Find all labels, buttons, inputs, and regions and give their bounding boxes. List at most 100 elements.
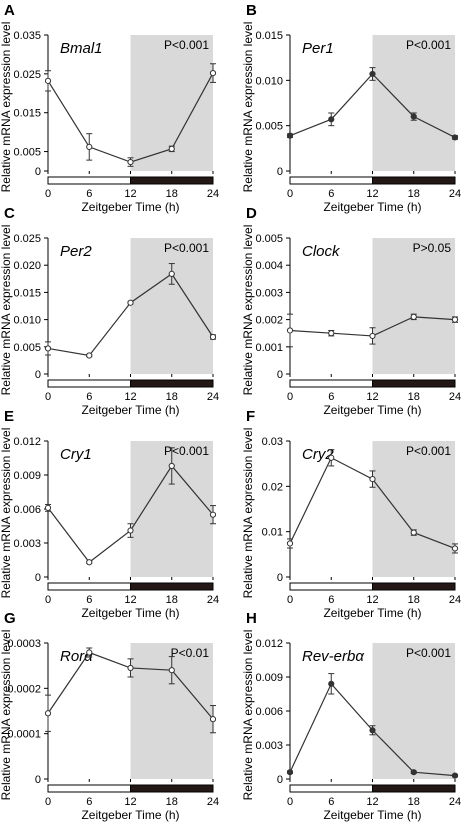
y-axis-label: Relative mRNA expression level <box>0 630 13 801</box>
dark-phase-bar <box>372 582 456 591</box>
x-tick-label: 12 <box>124 188 136 200</box>
x-tick-label: 12 <box>366 391 378 403</box>
y-tick-label: 0.005 <box>255 121 283 133</box>
data-point <box>209 511 217 518</box>
y-tick-label: 0.005 <box>13 147 41 159</box>
data-point <box>168 145 175 152</box>
panel-letter: D <box>246 205 257 222</box>
panel-b: 0 0.005 0.010 0.015 0 6 12 18 24 Zeitgeber Time (… <box>241 2 461 214</box>
data-point <box>410 113 417 120</box>
panel-g: 0 0.0001 0.0002 0.0003 0 6 12 18 24 Zeitgeber Tim… <box>0 610 219 822</box>
x-axis-label: Zeitgeber Time (h) <box>323 606 421 620</box>
dark-phase-bar <box>130 784 214 793</box>
data-point <box>369 727 376 734</box>
y-tick-label: 0.012 <box>255 638 283 650</box>
p-value: P<0.001 <box>164 444 209 458</box>
y-axis-label: Relative mRNA expression level <box>241 225 255 396</box>
p-value: P<0.001 <box>406 444 451 458</box>
y-tick-label: 0 <box>35 572 41 584</box>
y-tick-label: 0.009 <box>255 672 283 684</box>
light-phase-bar <box>47 582 131 591</box>
x-tick-label: 6 <box>328 796 334 808</box>
gene-name: Bmal1 <box>60 40 103 57</box>
p-value: P<0.001 <box>164 241 209 255</box>
y-tick-label: 0.015 <box>13 108 41 120</box>
gene-name: Cry1 <box>60 446 92 463</box>
data-point <box>369 70 376 78</box>
y-axis-label: Relative mRNA expression level <box>241 630 255 801</box>
dark-phase-shading <box>372 238 455 374</box>
x-tick-label: 24 <box>207 796 219 808</box>
y-tick-label: 0 <box>277 572 283 584</box>
x-tick-label: 24 <box>207 391 219 403</box>
x-tick-label: 6 <box>86 594 92 606</box>
x-tick-label: 12 <box>366 594 378 606</box>
dark-phase-shading <box>372 643 455 779</box>
panel-f: 0 0.01 0.02 0.03 0 6 12 18 24 Zeitgeber Time (h) R… <box>241 408 461 620</box>
y-tick-label: 0 <box>277 166 283 178</box>
x-tick-label: 6 <box>328 188 334 200</box>
y-tick-label: 0.012 <box>13 436 41 448</box>
light-phase-bar <box>289 176 373 185</box>
data-point <box>86 649 93 656</box>
x-tick-label: 6 <box>86 188 92 200</box>
y-tick-label: 0.005 <box>255 233 283 245</box>
y-tick-label: 0.015 <box>255 30 283 42</box>
data-point <box>168 270 175 278</box>
dark-phase-bar <box>372 176 456 185</box>
y-axis-label: Relative mRNA expression level <box>241 428 255 599</box>
x-tick-label: 0 <box>287 796 293 808</box>
y-tick-label: 0.003 <box>255 740 283 752</box>
data-point <box>410 529 417 536</box>
gene-name: Rorα <box>60 648 93 665</box>
y-tick-label: 0.005 <box>13 342 41 354</box>
panel-e: 0 0.003 0.006 0.009 0.012 0 6 12 18 24 Zeitgeber T… <box>0 408 219 620</box>
panel-letter: E <box>4 408 14 425</box>
data-point <box>127 664 134 672</box>
x-axis-label: Zeitgeber Time (h) <box>323 808 421 822</box>
light-phase-bar <box>289 582 373 591</box>
y-tick-label: 0.03 <box>262 436 283 448</box>
y-tick-label: 0.002 <box>255 315 283 327</box>
y-axis-label: Relative mRNA expression level <box>241 22 255 193</box>
x-tick-label: 18 <box>408 391 420 403</box>
y-tick-label: 0.0002 <box>7 683 41 695</box>
panel-h: 0 0.003 0.006 0.009 0.012 0 6 12 18 24 Zeitgeber T… <box>241 610 461 822</box>
y-axis-label: Relative mRNA expression level <box>0 225 13 396</box>
data-point <box>328 680 335 687</box>
dark-phase-bar <box>372 784 456 793</box>
x-tick-label: 6 <box>86 796 92 808</box>
y-axis-label: Relative mRNA expression level <box>0 428 13 599</box>
x-tick-label: 0 <box>45 594 51 606</box>
x-tick-label: 24 <box>207 594 219 606</box>
x-tick-label: 12 <box>124 594 136 606</box>
dark-phase-bar <box>130 582 214 591</box>
data-point <box>328 454 335 461</box>
y-tick-label: 0.006 <box>13 504 41 516</box>
light-phase-bar <box>47 176 131 185</box>
data-point <box>127 299 134 306</box>
y-tick-label: 0.001 <box>255 342 283 354</box>
x-tick-label: 12 <box>366 796 378 808</box>
data-point <box>410 769 417 776</box>
x-tick-label: 18 <box>166 594 178 606</box>
data-point <box>369 475 376 483</box>
x-tick-label: 0 <box>287 391 293 403</box>
dark-phase-bar <box>130 176 214 185</box>
panel-letter: B <box>246 2 257 19</box>
x-tick-label: 0 <box>45 391 51 403</box>
x-tick-label: 18 <box>408 188 420 200</box>
y-tick-label: 0.02 <box>262 481 283 493</box>
data-point <box>44 345 52 352</box>
x-tick-label: 6 <box>86 391 92 403</box>
data-point <box>369 332 376 340</box>
x-axis-label: Zeitgeber Time (h) <box>81 606 179 620</box>
dark-phase-bar <box>130 379 214 388</box>
data-point <box>127 527 134 534</box>
x-tick-label: 24 <box>207 188 219 200</box>
panel-letter: H <box>246 610 257 627</box>
data-point <box>127 158 134 166</box>
data-point <box>451 772 459 779</box>
data-point <box>209 69 217 77</box>
